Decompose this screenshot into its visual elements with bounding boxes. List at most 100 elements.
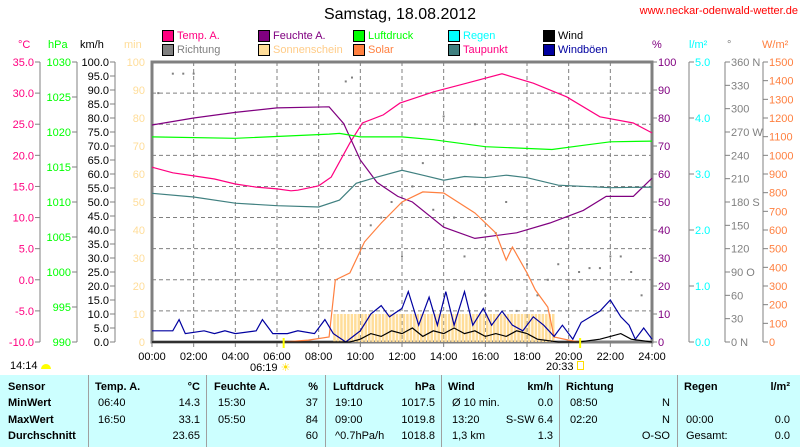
sunshine-bar [520, 314, 524, 342]
legend-label: Luftdruck [368, 30, 414, 42]
x-tick-label: 16:00 [472, 351, 500, 363]
humidity-tick-label: 20 [658, 281, 670, 293]
direction-point [598, 267, 601, 270]
sunshine-bar [489, 314, 492, 342]
x-tick-label: 06:00 [263, 351, 291, 363]
pressure-tick-label: 1030 [47, 57, 71, 69]
wind-tick-label: 50.0 [88, 197, 109, 209]
sunrise-time: 06:19 [250, 362, 278, 374]
direction-point [463, 255, 466, 258]
sunshine-bar [395, 314, 399, 342]
solar-tick-label: 100 [769, 318, 787, 330]
hum-value: 84 [305, 413, 318, 426]
legend-swatch [258, 30, 270, 42]
direction-tick-label: 210 [731, 174, 749, 186]
sunshine-bar [420, 314, 423, 342]
temp-value: 33.1 [178, 413, 200, 426]
sunshine-bar [392, 314, 395, 342]
direction-point [401, 255, 403, 258]
legend-item: Solar [353, 44, 394, 56]
x-tick-label: 20:00 [555, 351, 583, 363]
pressure-tick-label: 995 [53, 302, 71, 314]
direction-tick-label: 360 N [731, 57, 760, 69]
temp-tick-label: 15.0 [13, 181, 34, 193]
wind-tick-label: 55.0 [88, 183, 109, 195]
sunshine-bar [437, 314, 440, 342]
sunshine-bar [440, 314, 444, 342]
press-value: 1017.5 [401, 397, 435, 409]
sun-tick-label: 10 [133, 309, 145, 321]
dir-value: N [662, 397, 670, 409]
sunshine-bar [548, 314, 552, 342]
solar-tick-label: 1400 [769, 76, 793, 88]
header-wind: Wind [448, 381, 475, 393]
x-tick-label: 00:00 [138, 351, 166, 363]
direction-point [473, 123, 476, 126]
press-value: 1018.8 [401, 430, 435, 442]
legend-label: Taupunkt [463, 44, 508, 56]
legend-swatch [353, 44, 365, 56]
sun-tick-label: 40 [133, 225, 145, 237]
temp-tick-label: 0.0 [19, 275, 34, 287]
wind-time: Ø 10 min. [452, 397, 500, 409]
sun-half-icon [40, 364, 51, 369]
sunshine-bar [510, 314, 513, 342]
direction-axis-unit: ° [727, 39, 732, 51]
sun-tick-label: 20 [133, 281, 145, 293]
direction-tick-label: 180 S [731, 197, 760, 209]
rain-tick-label: 2.0 [695, 225, 710, 237]
header-hum: Feuchte A. [214, 381, 270, 393]
sunshine-bar [388, 314, 392, 342]
dir-time: 08:50 [570, 397, 598, 409]
temp-time: 06:40 [98, 397, 126, 409]
direction-point [536, 294, 539, 297]
sunshine-bar [333, 314, 336, 342]
legend-item: Temp. A. [162, 30, 220, 42]
sunshine-bar [479, 314, 482, 342]
sun-tick-label: 100 [127, 57, 145, 69]
direction-point [182, 72, 185, 75]
sunshine-bar [465, 314, 468, 342]
humidity-tick-label: 50 [658, 197, 670, 209]
sunshine-bar [416, 314, 420, 342]
wind-value: 1.3 [537, 430, 553, 442]
direction-tick-label: 330 [731, 80, 749, 92]
website-link[interactable]: www.neckar-odenwald-wetter.de [639, 5, 798, 17]
header-rain_unit: l/m² [770, 381, 790, 393]
header-sensor: Sensor [8, 381, 46, 393]
sunshine-bar [451, 314, 454, 342]
x-tick-label: 12:00 [388, 351, 416, 363]
sunshine-bar [406, 314, 409, 342]
sunshine-bar [468, 314, 472, 342]
legend-item: Feuchte A. [258, 30, 326, 42]
day-length: 14:14 [10, 360, 51, 372]
header-hum_unit: % [308, 381, 318, 393]
sunshine-bar [433, 314, 437, 342]
direction-point [380, 216, 383, 219]
legend-label: Solar [368, 44, 394, 56]
x-tick-label: 04:00 [222, 351, 250, 363]
direction-tick-label: 240 [731, 150, 749, 162]
press-time: 19:10 [335, 397, 363, 409]
sunshine-bar [492, 314, 496, 342]
solar-tick-label: 1300 [769, 94, 793, 106]
series-luftdruck [151, 132, 653, 151]
legend-item: Wind [543, 30, 583, 42]
sunshine-bar [506, 314, 510, 342]
hum-time: 05:50 [218, 413, 246, 426]
solar-tick-label: 200 [769, 300, 787, 312]
header-temp_unit: °C [187, 381, 200, 393]
sun-tick-label: 50 [133, 197, 145, 209]
rain-value: 0.0 [774, 413, 790, 426]
direction-point [567, 278, 570, 281]
x-tick-label: 08:00 [305, 351, 333, 363]
press-time: ^0.7hPa/h [335, 430, 385, 442]
row-label: Durchschnitt [8, 430, 76, 442]
direction-point [630, 271, 633, 273]
row-label: MinWert [8, 397, 52, 409]
sunshine-bar [350, 314, 354, 342]
temp-value: 14.3 [178, 397, 200, 409]
sunshine-bar [461, 314, 465, 342]
direction-point [359, 247, 362, 250]
sunshine-bar [534, 314, 538, 342]
